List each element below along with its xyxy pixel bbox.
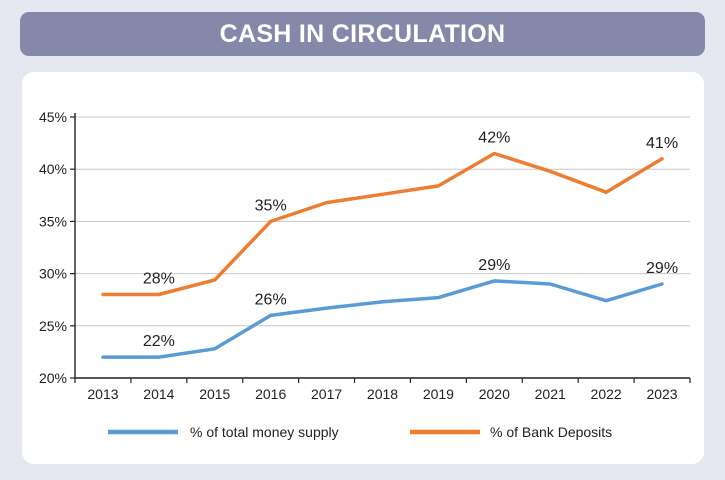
bank-deposits-line xyxy=(101,151,664,297)
x-tick-label: 2019 xyxy=(423,386,454,402)
x-tick-label: 2014 xyxy=(143,386,174,402)
y-tick-label: 30% xyxy=(39,266,67,282)
data-label: 22% xyxy=(143,333,175,350)
data-label: 35% xyxy=(255,197,287,214)
money-supply-line xyxy=(101,279,664,359)
x-tick-label: 2020 xyxy=(479,386,510,402)
data-label: 42% xyxy=(478,130,510,147)
chart-title: CASH IN CIRCULATION xyxy=(20,12,705,56)
data-labels: 22% 26% 29% 29% 28% 35% 42% 41% xyxy=(143,130,678,351)
x-tick-label: 2023 xyxy=(646,386,677,402)
series-lines xyxy=(101,151,664,359)
y-tick-label: 25% xyxy=(39,318,67,334)
x-tick-label: 2017 xyxy=(311,386,342,402)
x-tick-label: 2013 xyxy=(87,386,118,402)
data-label: 29% xyxy=(646,260,678,277)
gridlines xyxy=(75,116,690,327)
data-label: 28% xyxy=(143,270,175,287)
legend-label-bank-deposits: % of Bank Deposits xyxy=(490,424,612,440)
x-tick-label: 2018 xyxy=(367,386,398,402)
y-tick-label: 40% xyxy=(39,161,67,177)
legend-label-money-supply: % of total money supply xyxy=(190,424,339,440)
x-tick-label: 2015 xyxy=(199,386,230,402)
axes: 20% 25% 30% 35% 40% 45% 2013 2014 2015 2016 2017 20… xyxy=(39,109,691,402)
data-label: 29% xyxy=(478,257,510,274)
legend: % of total money supply % of Bank Deposit… xyxy=(108,424,612,440)
chart-card xyxy=(22,72,704,464)
y-tick-label: 20% xyxy=(39,370,67,386)
data-label: 41% xyxy=(646,135,678,152)
data-label: 26% xyxy=(255,291,287,308)
x-tick-label: 2022 xyxy=(591,386,622,402)
y-tick-label: 35% xyxy=(39,213,67,229)
y-tick-label: 45% xyxy=(39,109,67,125)
x-tick-label: 2021 xyxy=(535,386,566,402)
x-tick-label: 2016 xyxy=(255,386,286,402)
